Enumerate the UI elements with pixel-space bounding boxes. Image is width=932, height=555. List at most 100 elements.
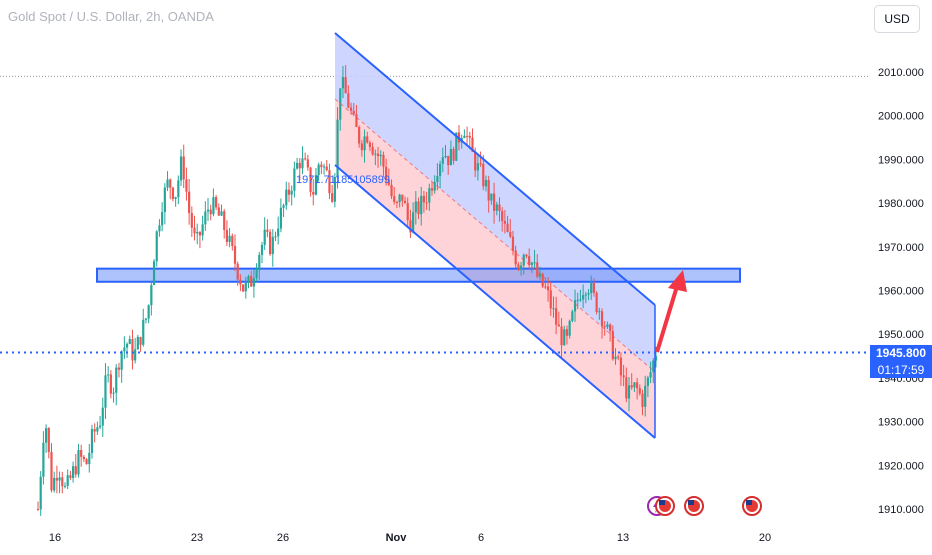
candle-body <box>598 311 601 313</box>
currency-selector-button[interactable]: USD <box>874 5 920 33</box>
candle-body <box>358 127 361 144</box>
candle-body <box>47 428 50 452</box>
candle-body <box>563 329 566 346</box>
candle-body <box>328 170 331 194</box>
candle-body <box>403 200 407 204</box>
us-flag-event-icon[interactable] <box>655 496 675 516</box>
candle-body <box>55 478 58 481</box>
candle-body <box>455 132 458 161</box>
candle-body <box>287 189 291 195</box>
candle-body <box>652 360 655 373</box>
x-axis-tick-label: 16 <box>49 532 61 544</box>
candle-body <box>422 195 426 203</box>
candle-body <box>196 231 199 234</box>
candle-body <box>98 425 102 428</box>
candle-body <box>536 262 539 277</box>
candle-body <box>239 279 242 285</box>
candle-body <box>301 158 304 169</box>
candle-body <box>266 229 269 232</box>
x-axis-tick-label: Nov <box>386 532 408 544</box>
candle-body <box>206 209 210 212</box>
candle-body <box>600 311 604 327</box>
candle-body <box>590 282 593 294</box>
candle-body <box>447 155 450 166</box>
candle-body <box>117 367 121 370</box>
candle-body <box>112 392 115 394</box>
candle-body <box>198 231 202 236</box>
candle-body <box>579 299 582 301</box>
candle-body <box>90 429 94 453</box>
candle-body <box>77 449 80 475</box>
candle-body <box>250 276 253 287</box>
candle-body <box>190 213 193 228</box>
candle-body <box>322 166 326 168</box>
candle-body <box>571 311 574 321</box>
x-axis-tick-label: 20 <box>759 532 771 544</box>
candle-body <box>387 180 390 185</box>
candle-body <box>525 254 528 257</box>
candle-body <box>258 254 261 271</box>
candle-body <box>379 154 382 157</box>
candle-body <box>71 466 75 478</box>
candle-body <box>436 176 439 183</box>
candle-body <box>231 235 234 247</box>
candle-body <box>503 220 506 224</box>
chart-title: Gold Spot / U.S. Dollar, 2h, OANDA <box>8 9 214 24</box>
candle-body <box>174 197 177 199</box>
candle-body <box>58 477 61 481</box>
bar-countdown-timer: 01:17:59 <box>870 362 932 378</box>
candle-body <box>247 276 250 283</box>
candle-body <box>360 143 363 151</box>
candle-body <box>409 220 412 233</box>
candle-body <box>633 382 636 388</box>
candle-body <box>123 347 126 352</box>
candle-body <box>587 293 590 295</box>
us-flag-event-icon[interactable] <box>684 496 704 516</box>
us-flag-event-icon[interactable] <box>742 496 762 516</box>
candle-body <box>506 223 509 232</box>
channel-upper-line <box>334 32 656 306</box>
candle-body <box>544 286 547 288</box>
candle-body <box>344 77 347 94</box>
candle-body <box>228 235 231 242</box>
candle-body <box>125 343 129 348</box>
candle-body <box>549 290 552 309</box>
candle-body <box>131 339 134 361</box>
candle-body <box>619 357 623 376</box>
candle-body <box>44 428 48 443</box>
candle-body <box>498 204 501 211</box>
candle-body <box>185 179 188 192</box>
candle-body <box>476 163 479 171</box>
candle-body <box>584 294 587 296</box>
candle-body <box>312 191 315 195</box>
candle-body <box>36 509 40 510</box>
candle-body <box>39 476 42 510</box>
candle-body <box>223 211 226 230</box>
candle-body <box>147 305 150 319</box>
candle-body <box>212 197 215 215</box>
candle-body <box>274 236 277 238</box>
candle-body <box>255 270 258 279</box>
candle-body <box>511 236 515 251</box>
candle-body <box>582 295 585 300</box>
candle-body <box>150 285 153 306</box>
candle-body <box>517 264 520 270</box>
candle-body <box>304 158 307 160</box>
candle-body <box>576 299 579 301</box>
candle-body <box>325 166 328 171</box>
candle-body <box>201 224 204 236</box>
candle-body <box>317 164 320 176</box>
candle-body <box>306 159 309 168</box>
candle-body <box>104 375 107 408</box>
candle-body <box>606 324 609 328</box>
candle-body <box>120 351 123 370</box>
candle-body <box>622 375 625 378</box>
candle-body <box>139 336 142 345</box>
candle-body <box>142 319 145 345</box>
candle-body <box>501 210 504 221</box>
channel-median-line <box>334 98 656 373</box>
candle-body <box>242 284 245 292</box>
y-axis-tick-label: 2000.000 <box>878 111 924 123</box>
